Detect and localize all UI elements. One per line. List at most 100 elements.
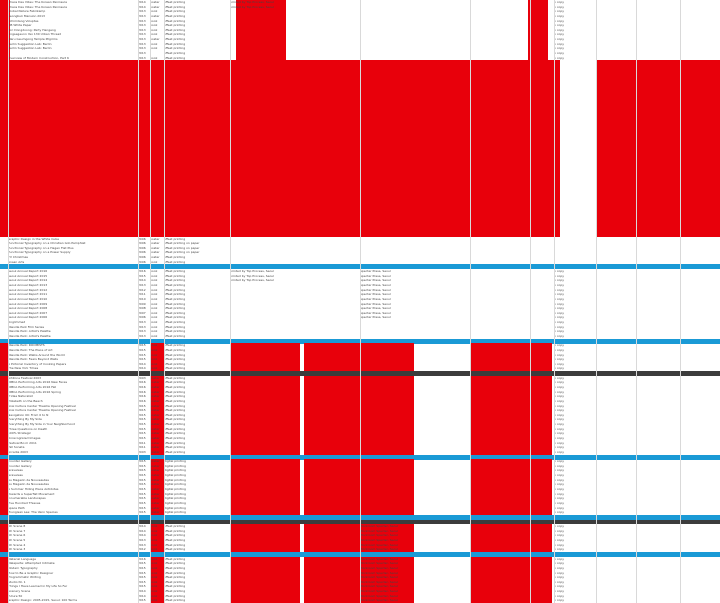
cell-type[interactable]: poster (150, 236, 160, 241)
cell-year[interactable]: 2015 (138, 505, 146, 510)
cell-type[interactable]: poster (150, 417, 160, 422)
cell-client[interactable]: Workroom Specter, Seoul (360, 589, 399, 594)
cell-year[interactable]: 2015 (138, 357, 146, 362)
cell-title[interactable]: Everything By My Side (8, 417, 42, 422)
cell-tech[interactable]: offset printing (164, 533, 186, 538)
cell-title[interactable]: Mieville Park: Walks Around the World (8, 352, 65, 357)
cell-tech[interactable]: digital printing (164, 473, 186, 478)
table-row[interactable]: Fall Sonata 2011 poster offset printing 1 co… (0, 445, 720, 451)
cell-qty[interactable]: 1 copy (554, 4, 565, 9)
cell-title[interactable]: Oh Scene 5 (8, 538, 26, 543)
cell-client[interactable]: Specter Press, Seoul (360, 301, 391, 306)
cell-type[interactable]: book (150, 542, 158, 547)
cell-year[interactable]: 2015 (138, 482, 146, 487)
table-row[interactable]: Oh Scene 5 2013 book offset printing Workroo… (0, 538, 720, 543)
cell-year[interactable]: 2015 (138, 463, 146, 468)
cell-qty[interactable]: 1 copy (554, 384, 565, 389)
cell-title[interactable]: Five Hundred Thieves (8, 500, 41, 505)
cell-title[interactable]: Ilchimdang Voluptas (8, 18, 39, 23)
table-row[interactable] (0, 60, 720, 66)
cell-tech[interactable]: digital printing (164, 468, 186, 473)
table-row[interactable] (0, 194, 720, 200)
table-row[interactable] (0, 222, 720, 228)
cell-qty[interactable]: 1 copy (554, 357, 565, 362)
cell-year[interactable]: 2013 (138, 542, 146, 547)
table-row[interactable] (0, 92, 720, 98)
table-row[interactable]: Functional Typography on a Christian Gil… (0, 241, 720, 246)
cell-type[interactable]: book (150, 366, 158, 371)
cell-tech[interactable]: digital printing (164, 491, 186, 496)
cell-info[interactable]: printed by Top Process, Seoul (230, 0, 275, 4)
table-row[interactable] (0, 129, 720, 135)
cell-type[interactable]: book (150, 306, 158, 311)
cell-tech[interactable]: offset printing (164, 32, 186, 37)
cell-type[interactable]: poster (150, 0, 160, 4)
cell-type[interactable]: book (150, 579, 158, 584)
cell-qty[interactable]: 1 copy (554, 46, 565, 51)
cell-qty[interactable]: 1 copy (554, 329, 565, 334)
cell-qty[interactable]: 1 copy (554, 278, 565, 283)
cell-qty[interactable]: 1 copy (554, 510, 565, 515)
cell-type[interactable]: book (150, 593, 158, 598)
cell-type[interactable]: poster (150, 440, 160, 445)
cell-tech[interactable]: offset printing (164, 417, 186, 422)
cell-title[interactable]: Graveless (8, 473, 23, 478)
cell-client[interactable]: Specter Press, Seoul (360, 269, 391, 274)
cell-type[interactable]: poster (150, 477, 160, 482)
table-row[interactable]: Ansi Culture Center Theatre Opening Fest… (0, 403, 720, 409)
cell-info[interactable]: printed by Top Process, Seoul (230, 269, 275, 274)
cell-title[interactable]: Seoul Annual Report 2016 (8, 269, 48, 274)
cell-year[interactable]: 2015 (138, 343, 146, 348)
cell-tech[interactable]: offset printing (164, 301, 186, 306)
cell-title[interactable]: Berlin Suggestion Lab: Berlin (8, 46, 52, 51)
cell-tech[interactable]: offset printing (164, 343, 186, 348)
cell-type[interactable]: poster (150, 422, 160, 427)
cell-year[interactable]: 2014 (138, 278, 146, 283)
cell-title[interactable]: Oh Scene 6 (8, 533, 26, 538)
table-row[interactable] (0, 143, 720, 149)
cell-qty[interactable]: 1 copy (554, 389, 565, 394)
cell-qty[interactable]: 1 copy (554, 361, 565, 366)
table-row[interactable]: Overview of Modern Construction, Part 6 2… (0, 55, 720, 61)
cell-tech[interactable]: digital printing (164, 482, 186, 487)
cell-tech[interactable]: offset printing (164, 556, 186, 561)
cell-tech[interactable]: offset printing (164, 315, 186, 320)
cell-tech[interactable]: offset printing (164, 306, 186, 311)
cell-year[interactable]: 2015 (138, 403, 146, 408)
cell-qty[interactable]: 1 copy (554, 584, 565, 589)
table-row[interactable]: Graveless 2015 poster digital printing 1 cop… (0, 473, 720, 479)
cell-qty[interactable]: 1 copy (554, 570, 565, 575)
table-row[interactable] (0, 227, 720, 233)
cell-tech[interactable]: offset printing (164, 287, 186, 292)
table-row[interactable]: Mieville Park: ROOMISTS 2015 book offset pr… (0, 343, 720, 349)
table-row[interactable]: Towards a Superflat Movement 2015 poster di… (0, 491, 720, 497)
cell-type[interactable]: poster (150, 473, 160, 478)
cell-title[interactable]: Modern Typography (8, 565, 38, 570)
cell-type[interactable]: poster (150, 384, 160, 389)
table-row[interactable]: A Pictorial Inventory of Cooking Papers 2… (0, 361, 720, 367)
cell-type[interactable]: book (150, 23, 158, 28)
cell-qty[interactable]: 1 copy (554, 426, 565, 431)
cell-client[interactable]: Workroom Specter, Seoul (360, 575, 399, 580)
cell-type[interactable]: poster (150, 491, 160, 496)
table-row[interactable] (0, 69, 720, 75)
cell-year[interactable]: 2015 (138, 598, 146, 603)
cell-year[interactable]: 2015 (138, 436, 146, 440)
cell-tech[interactable]: offset printing (164, 357, 186, 362)
cell-title[interactable]: Festival Bo:m 2011 (8, 440, 37, 445)
cell-tech[interactable]: offset printing on paper (164, 250, 200, 255)
cell-year[interactable]: 2003 (138, 449, 146, 454)
cell-year[interactable]: 2013 (138, 13, 146, 18)
cell-qty[interactable]: 1 copy (554, 315, 565, 320)
cell-year[interactable]: 2013 (138, 538, 146, 543)
table-row[interactable]: Counter Gallery 2015 poster digital printin… (0, 463, 720, 469)
cell-client[interactable]: Workroom Specter, Seoul (360, 565, 399, 570)
cell-tech[interactable]: offset printing (164, 436, 186, 440)
cell-client[interactable]: Workroom Specter, Seoul (360, 524, 399, 529)
cell-title[interactable]: Functional Typography on a Christian Gil… (8, 241, 86, 246)
cell-year[interactable]: 2015 (138, 412, 146, 417)
cell-year[interactable]: 2006 (138, 255, 146, 260)
cell-year[interactable]: 2015 (138, 496, 146, 501)
table-row[interactable] (0, 115, 720, 121)
